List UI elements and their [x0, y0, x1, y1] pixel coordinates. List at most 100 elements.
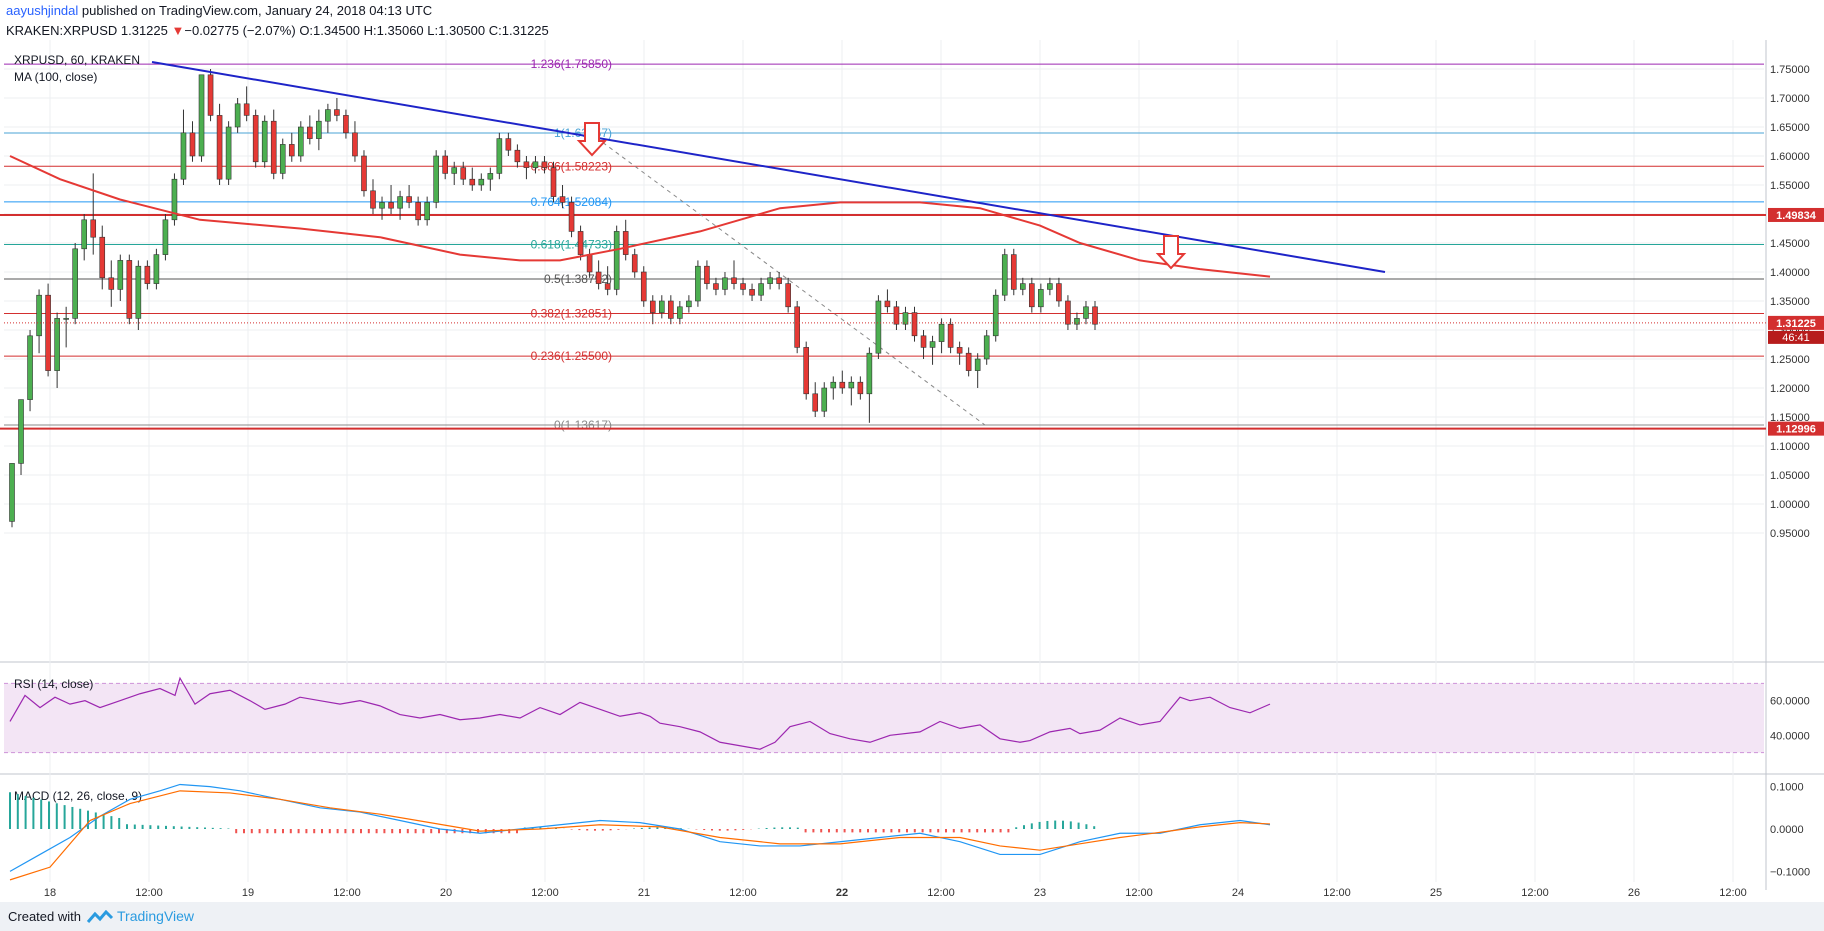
- candle-body: [388, 202, 394, 209]
- candle-body: [442, 155, 449, 174]
- level-price-badge: [1768, 421, 1824, 436]
- candle-body: [234, 103, 241, 128]
- fib-level-label: 0.5(1.38792): [544, 272, 612, 286]
- candle-body: [983, 335, 990, 360]
- fib-swing-line: [589, 132, 986, 426]
- candle-body: [929, 341, 936, 348]
- candle-body: [1047, 283, 1053, 290]
- candle-body: [198, 74, 205, 157]
- price-tick-label: 1.75000: [1770, 64, 1810, 76]
- candle-body: [848, 381, 855, 389]
- rsi-band: [4, 683, 1764, 753]
- candle-body: [722, 277, 728, 290]
- candle-body: [207, 74, 214, 116]
- macd-tick-label: −0.1000: [1770, 866, 1810, 878]
- x-tick-label: 12:00: [135, 887, 163, 899]
- candle-timer-badge: [1768, 330, 1824, 344]
- candle-body: [658, 300, 665, 313]
- candle-body: [613, 231, 620, 290]
- publish-header: aayushjindal published on TradingView.co…: [0, 0, 1824, 22]
- x-tick-label: 20: [440, 887, 452, 899]
- x-tick-label: 12:00: [1323, 887, 1351, 899]
- candle-body: [126, 260, 133, 319]
- down-arrow-icon: [1155, 235, 1187, 270]
- candle-body: [487, 173, 494, 180]
- candle-body: [135, 265, 142, 319]
- tradingview-brand[interactable]: TradingView: [117, 908, 195, 924]
- price-tick-label: 1.70000: [1770, 93, 1810, 105]
- candle-body: [586, 254, 593, 273]
- x-tick-label: 22: [836, 887, 848, 899]
- x-tick-label: 25: [1430, 887, 1442, 899]
- candle-body: [18, 399, 24, 464]
- candle-body: [81, 219, 87, 250]
- candle-body: [911, 312, 918, 337]
- candle-body: [153, 254, 160, 284]
- candle-body: [875, 300, 882, 354]
- candle-body: [884, 300, 891, 308]
- fib-level-label: 0.236(1.25500): [531, 349, 612, 363]
- macd-tick-label: 0.0000: [1770, 824, 1804, 836]
- candle-body: [288, 144, 295, 157]
- price-tick-label: 1.65000: [1770, 122, 1810, 134]
- price-tick-label: 1.60000: [1770, 151, 1810, 163]
- x-tick-label: 12:00: [1125, 887, 1153, 899]
- candle-body: [1010, 254, 1017, 290]
- x-tick-label: 24: [1232, 887, 1244, 899]
- candle-timer-text: 46:41: [1782, 332, 1810, 344]
- author-link[interactable]: aayushjindal: [6, 3, 79, 18]
- candle-body: [469, 178, 476, 186]
- candle-body: [541, 161, 548, 168]
- candle-body: [261, 120, 268, 163]
- x-tick-label: 12:00: [531, 887, 559, 899]
- candle-body: [965, 352, 972, 371]
- candle-body: [36, 294, 42, 337]
- price-tick-label: 1.55000: [1770, 180, 1810, 192]
- candle-body: [297, 126, 304, 157]
- candle-body: [974, 358, 981, 371]
- published-text: published on TradingView.com, January 24…: [81, 3, 433, 18]
- fib-level-label: 0.618(1.44733): [531, 238, 612, 252]
- current-price-badge: [1768, 315, 1824, 330]
- fib-level-label: 1.236(1.75850): [531, 57, 612, 71]
- candle-body: [686, 300, 692, 308]
- candle-body: [640, 271, 647, 302]
- candle-body: [1074, 318, 1080, 325]
- candle-body: [866, 352, 873, 395]
- candle-body: [1083, 306, 1089, 319]
- candle-body: [370, 190, 376, 209]
- candle-body: [144, 265, 151, 284]
- candle-body: [361, 155, 367, 192]
- candle-body: [406, 196, 412, 203]
- price-tick-label: 1.15000: [1770, 412, 1810, 424]
- x-tick-label: 26: [1628, 887, 1640, 899]
- candle-body: [478, 178, 485, 186]
- candle-body: [803, 347, 810, 395]
- candle-body: [812, 393, 819, 412]
- symbol-ohlc-line: KRAKEN:XRPUSD 1.31225 ▼−0.02775 (−2.07%)…: [6, 23, 549, 38]
- legend-symbol: XRPUSD, 60, KRAKEN: [14, 53, 140, 67]
- candle-body: [749, 289, 755, 296]
- candle-body: [1092, 306, 1098, 325]
- candle-body: [830, 381, 837, 389]
- candle-body: [460, 167, 467, 180]
- candle-body: [622, 231, 629, 255]
- signal-line: [9, 790, 1271, 881]
- footer-bar: Created with TradingView: [0, 902, 1824, 931]
- fib-level-label: 0(1.13617): [554, 418, 612, 432]
- candle-body: [216, 115, 223, 180]
- candle-body: [505, 138, 512, 151]
- header-high: 1.35060: [377, 23, 424, 38]
- candle-body: [316, 120, 322, 139]
- header-price: 1.31225: [121, 23, 168, 38]
- candle-body: [776, 277, 782, 284]
- x-tick-label: 23: [1034, 887, 1046, 899]
- x-tick-label: 12:00: [1719, 887, 1747, 899]
- candle-body: [397, 196, 403, 209]
- candle-body: [920, 335, 927, 348]
- candle-body: [857, 381, 864, 395]
- header-arrow: ▼: [172, 23, 185, 38]
- header-close: 1.31225: [502, 23, 549, 38]
